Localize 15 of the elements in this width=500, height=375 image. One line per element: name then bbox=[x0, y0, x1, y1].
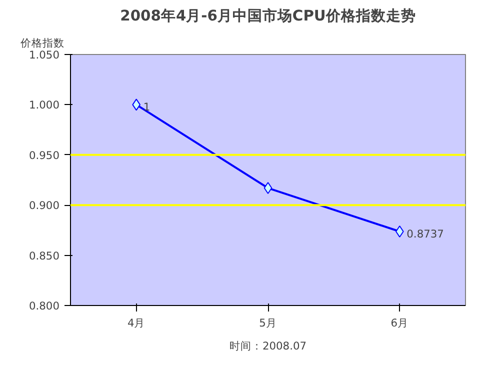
y-tick-label: 1.050 bbox=[28, 48, 60, 62]
point bbox=[264, 182, 272, 194]
y-tick-label: 0.900 bbox=[28, 199, 60, 212]
text: 0.8737 bbox=[406, 228, 444, 241]
x-tick-label: 5月 bbox=[259, 316, 277, 330]
y-tick-label: 0.800 bbox=[28, 300, 60, 312]
y-tick-label: 0.850 bbox=[28, 249, 60, 262]
y-tick-label: 0.950 bbox=[28, 148, 60, 162]
x-tick-label: 6月 bbox=[390, 316, 409, 330]
x-tick-label: 4月 bbox=[127, 316, 146, 330]
text: 时间：2008.07 bbox=[229, 340, 307, 352]
text: 1 bbox=[143, 100, 150, 114]
y-tick-label: 1.000 bbox=[28, 98, 60, 112]
chart-title: 2008年4月-6月中国市场CPU价格指数走势 bbox=[120, 6, 416, 24]
y-axis-title: 价格指数 bbox=[20, 36, 64, 50]
